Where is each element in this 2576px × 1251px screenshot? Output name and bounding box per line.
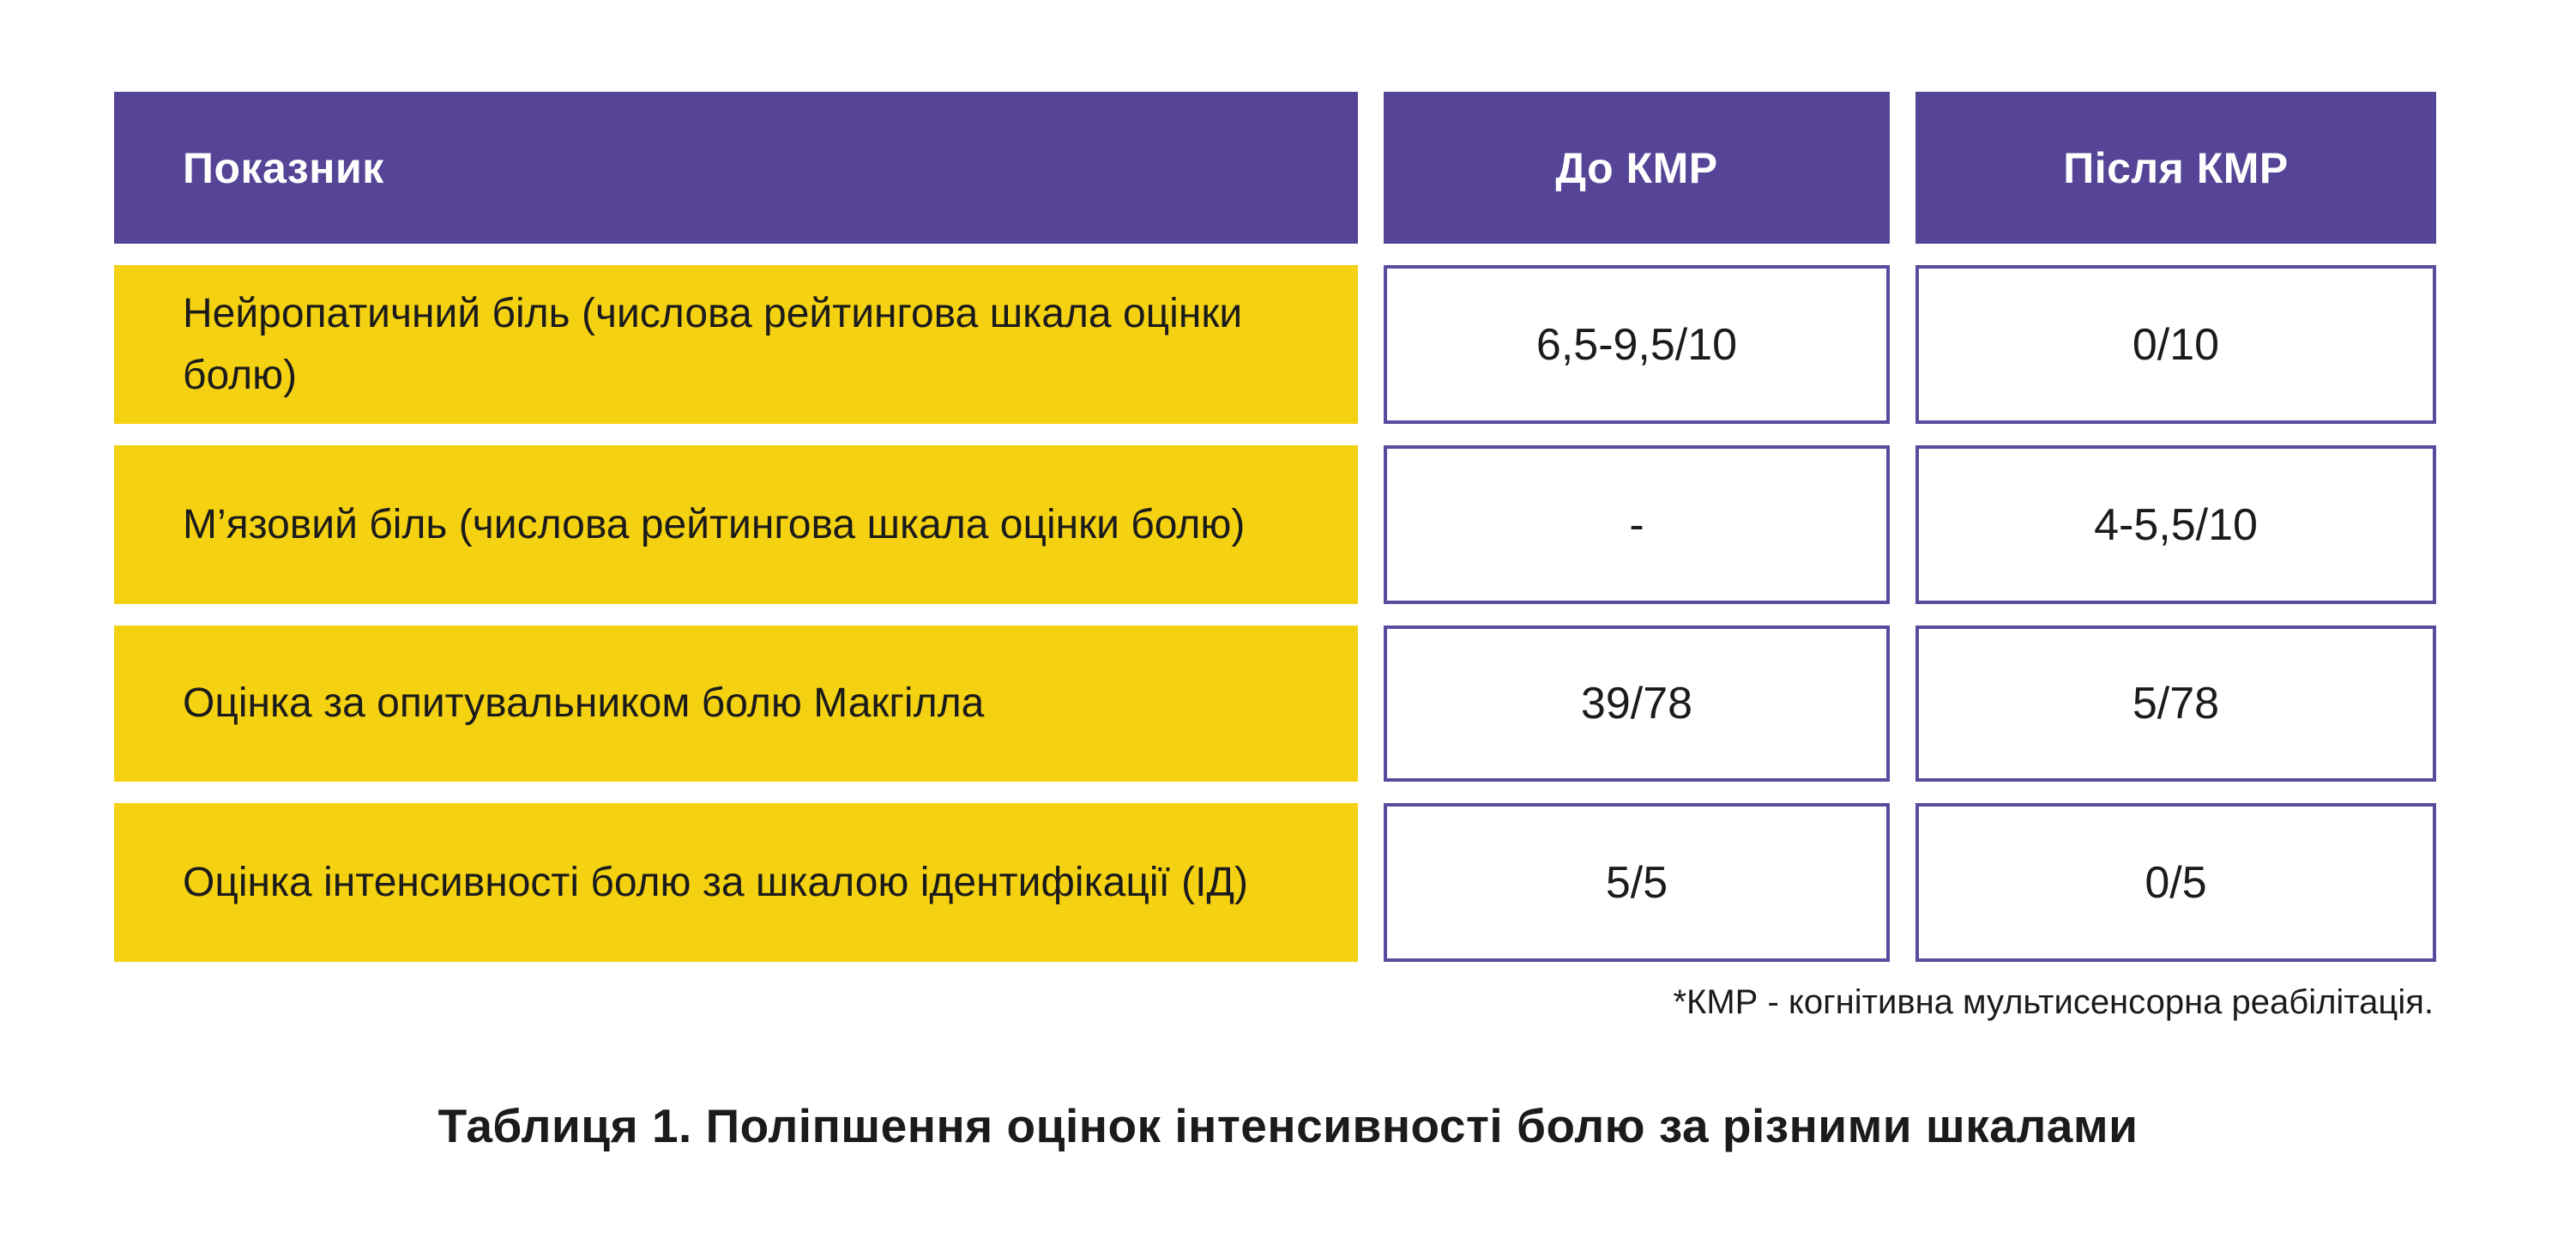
row-label-intensity-id-scale: Оцінка інтенсивності болю за шкалою іден… [114, 803, 1358, 962]
value-id-scale-before: 5/5 [1384, 803, 1890, 962]
value-mcgill-after: 5/78 [1915, 626, 2436, 782]
kmr-footnote: *КМР - когнітивна мультисенсорна реабілі… [1673, 983, 2434, 1021]
column-header-before-kmr: До КМР [1384, 92, 1890, 244]
value-neuropathic-after: 0/10 [1915, 265, 2436, 424]
row-label-muscle-pain: М’язовий біль (числова рейтингова шкала … [114, 445, 1358, 604]
column-header-indicator: Показник [114, 92, 1358, 244]
value-muscle-before: - [1384, 445, 1890, 604]
column-header-after-kmr: Після КМР [1915, 92, 2436, 244]
pain-scores-table: Показник До КМР Після КМР Нейропатичний … [114, 92, 2436, 962]
row-label-mcgill-questionnaire: Оцінка за опитувальником болю Макгілла [114, 626, 1358, 782]
value-id-scale-after: 0/5 [1915, 803, 2436, 962]
row-label-neuropathic-pain: Нейропатичний біль (числова рейтингова ш… [114, 265, 1358, 424]
value-mcgill-before: 39/78 [1384, 626, 1890, 782]
value-muscle-after: 4-5,5/10 [1915, 445, 2436, 604]
value-neuropathic-before: 6,5-9,5/10 [1384, 265, 1890, 424]
table-caption: Таблиця 1. Поліпшення оцінок інтенсивнос… [437, 1099, 2139, 1152]
